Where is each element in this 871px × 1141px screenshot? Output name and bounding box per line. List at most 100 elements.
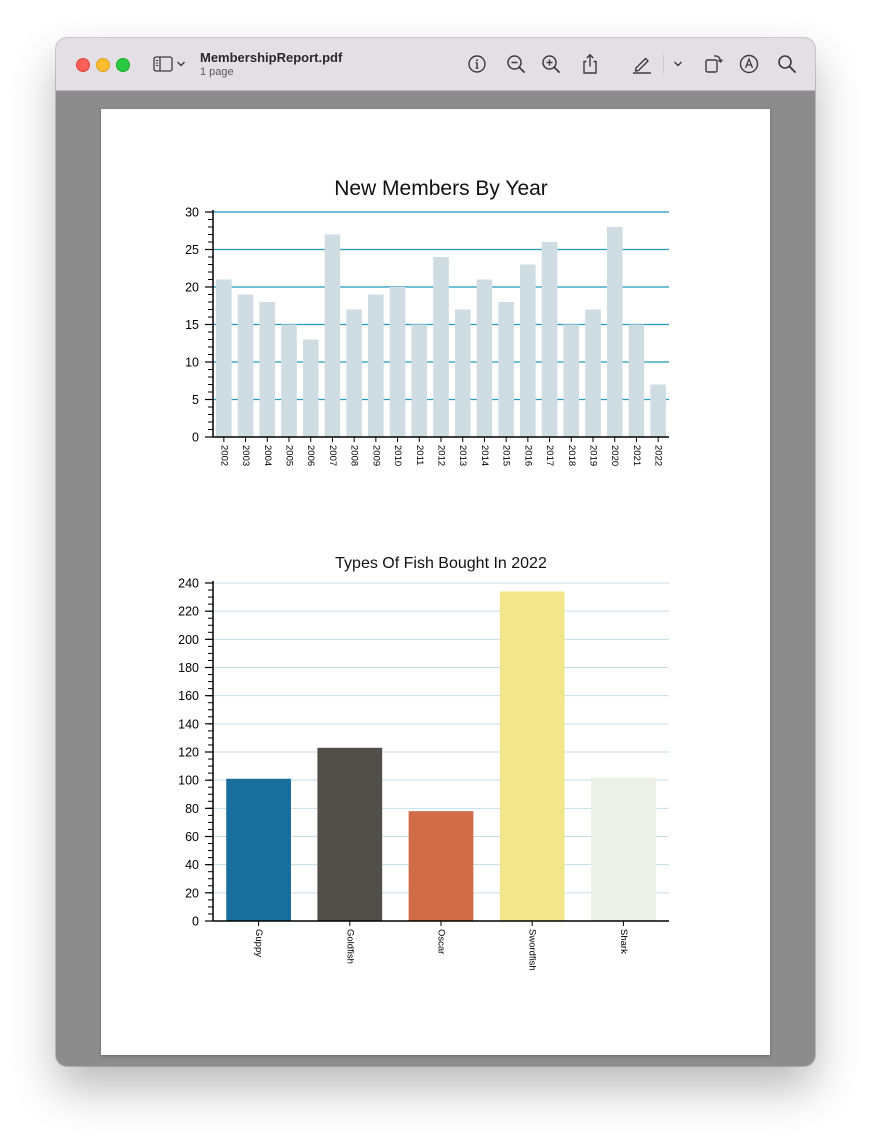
y-tick-label: 0 <box>192 915 199 929</box>
y-tick-label: 40 <box>185 858 199 872</box>
bar-2018 <box>563 324 580 437</box>
y-tick-label: 25 <box>185 243 199 257</box>
markup-button[interactable] <box>630 52 654 76</box>
search-button[interactable] <box>775 52 799 76</box>
x-tick-label: 2012 <box>435 445 446 466</box>
sidebar-icon <box>153 56 173 72</box>
bar-2012 <box>433 257 449 437</box>
x-tick-label: 2019 <box>587 445 598 466</box>
zoom-in-icon <box>542 55 560 73</box>
bar-2005 <box>281 324 297 437</box>
chevron-down-icon <box>177 61 185 67</box>
bar-2022 <box>650 384 666 437</box>
info-icon <box>468 55 486 73</box>
title-bar: MembershipReport.pdf 1 page <box>56 38 815 91</box>
chart-title: Types Of Fish Bought In 2022 <box>335 555 547 572</box>
x-tick-label: 2020 <box>609 445 620 466</box>
y-tick-label: 160 <box>178 689 199 703</box>
toolbar-separator <box>663 54 664 74</box>
x-tick-label: 2021 <box>631 445 642 466</box>
y-tick-label: 140 <box>178 717 199 731</box>
y-tick-label: 20 <box>185 886 199 900</box>
y-tick-label: 15 <box>185 318 199 332</box>
bar-oscar <box>408 811 474 921</box>
x-tick-label: 2015 <box>501 445 512 466</box>
y-tick-label: 20 <box>185 281 199 295</box>
y-tick-label: 60 <box>185 830 199 844</box>
document-title: MembershipReport.pdf <box>200 50 343 65</box>
bar-2006 <box>302 339 319 437</box>
bar-2020 <box>606 227 623 437</box>
bar-2008 <box>346 309 362 437</box>
close-window-button[interactable] <box>76 58 90 72</box>
x-tick-label: Shark <box>618 929 629 954</box>
y-tick-label: 180 <box>178 661 199 675</box>
bar-swordfish <box>499 591 565 921</box>
bar-2007 <box>324 234 341 437</box>
sidebar-toggle-button[interactable] <box>152 52 174 76</box>
y-tick-label: 30 <box>185 206 199 220</box>
x-tick-label: Guppy <box>253 929 264 957</box>
x-tick-label: 2007 <box>327 445 338 466</box>
rotate-icon <box>705 55 723 73</box>
search-icon <box>778 55 796 73</box>
rotate-button[interactable] <box>702 52 726 76</box>
y-tick-label: 100 <box>178 774 199 788</box>
share-icon <box>583 53 597 74</box>
bar-2010 <box>389 287 406 437</box>
share-button[interactable] <box>578 52 602 76</box>
x-tick-label: 2005 <box>283 445 294 466</box>
x-tick-label: 2008 <box>349 445 360 466</box>
annotate-button[interactable] <box>737 52 761 76</box>
x-tick-label: 2017 <box>544 445 555 466</box>
chart-1: New Members By Year 0 5 10 15 20 25 30 2002 2003 2… <box>185 177 669 466</box>
x-tick-label: 2013 <box>457 445 468 466</box>
x-tick-label: 2006 <box>305 445 316 466</box>
bar-shark <box>591 777 656 921</box>
chevron-down-icon <box>674 61 682 67</box>
zoom-out-button[interactable] <box>504 52 528 76</box>
x-tick-label: Goldfish <box>344 929 355 964</box>
document-page-count: 1 page <box>200 66 234 78</box>
page-canvas: New Members By Year 0 5 10 15 20 25 30 2002 2003 2… <box>178 177 669 971</box>
y-tick-label: 120 <box>178 746 199 760</box>
bar-2014 <box>476 279 493 437</box>
y-tick-label: 80 <box>185 802 199 816</box>
x-tick-label: Oscar <box>435 929 446 954</box>
x-tick-label: 2004 <box>262 445 273 466</box>
bar-2021 <box>628 324 645 437</box>
x-tick-label: 2011 <box>414 445 425 465</box>
x-tick-label: 2018 <box>566 445 577 466</box>
x-tick-label: 2002 <box>218 445 229 466</box>
bar-2019 <box>585 309 601 437</box>
y-tick-label: 240 <box>178 577 199 591</box>
annotate-icon <box>739 54 759 74</box>
x-tick-label: 2010 <box>392 445 403 466</box>
info-button[interactable] <box>465 52 489 76</box>
minimize-window-button[interactable] <box>96 58 110 72</box>
x-tick-label: 2022 <box>653 445 664 466</box>
bar-2011 <box>411 324 428 437</box>
sidebar-options-button[interactable] <box>174 52 188 76</box>
bar-goldfish <box>317 747 383 921</box>
y-tick-label: 5 <box>192 393 199 407</box>
pdf-page: New Members By Year 0 5 10 15 20 25 30 2002 2003 2… <box>101 109 770 1055</box>
maximize-window-button[interactable] <box>116 58 130 72</box>
chart-title: New Members By Year <box>334 177 548 200</box>
bar-2004 <box>259 302 276 437</box>
x-tick-label: Swordfish <box>527 929 538 971</box>
markup-options-button[interactable] <box>669 52 687 76</box>
bar-guppy <box>226 778 291 921</box>
y-tick-label: 200 <box>178 633 199 647</box>
y-tick-label: 10 <box>185 356 199 370</box>
x-tick-label: 2014 <box>479 445 490 466</box>
zoom-out-icon <box>507 55 525 73</box>
bar-2015 <box>498 302 514 437</box>
bar-2017 <box>541 242 558 437</box>
zoom-in-button[interactable] <box>539 52 563 76</box>
chart-2: Types Of Fish Bought In 2022 0 20 40 60 80 100… <box>178 555 669 971</box>
bar-2003 <box>237 294 254 437</box>
y-tick-label: 220 <box>178 605 199 619</box>
bar-2013 <box>454 309 471 437</box>
markup-pen-icon <box>633 57 651 74</box>
